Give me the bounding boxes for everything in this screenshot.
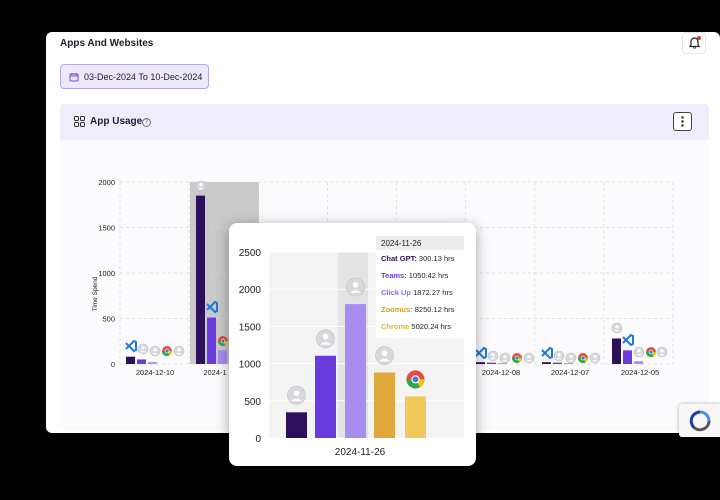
notification-button[interactable]: [682, 32, 706, 54]
avatar-head: [352, 281, 359, 288]
bar-chat-gpt: [286, 412, 307, 438]
tooltip-app-name: Zoomus:: [381, 305, 413, 314]
tooltip-row: Teams: 1050.42 hrs: [376, 267, 464, 284]
date-range-filter[interactable]: 03-Dec-2024 To 10-Dec-2024: [60, 64, 209, 89]
y-tick-label: 2000: [239, 285, 262, 296]
y-tick-label: 0: [255, 434, 261, 445]
recaptcha-icon: [689, 410, 710, 431]
avatar-icon: [316, 329, 335, 349]
grid-icon: [74, 116, 85, 127]
x-tick-label: 2024-11-26: [335, 447, 386, 458]
avatar-body: [379, 358, 390, 362]
tooltip-app-name: Chat GPT:: [381, 254, 417, 263]
avatar-head: [293, 390, 300, 396]
date-range-label: 03-Dec-2024 To 10-Dec-2024: [84, 71, 203, 82]
avatar-icon: [375, 346, 394, 365]
tooltip-app-value: 5020.24 hrs: [409, 322, 452, 331]
bar-teams: [315, 355, 336, 438]
avatar-body: [320, 341, 331, 345]
bar-zoomus: [374, 372, 395, 438]
app-usage-header: App Usage ?: [60, 104, 709, 140]
avatar-icon: [287, 386, 306, 405]
y-tick-label: 1000: [239, 360, 262, 371]
y-tick-label: 2500: [239, 248, 262, 259]
panel-menu-button[interactable]: [673, 112, 692, 131]
bar-tooltip: 2024-11-26 Chat GPT: 300.13 hrs Teams: 10…: [376, 236, 464, 338]
avatar-body: [350, 290, 361, 293]
y-tick-label: 1500: [239, 322, 262, 333]
help-icon[interactable]: ?: [142, 118, 151, 127]
tooltip-app-name: Click Up: [381, 288, 412, 297]
avatar-head: [381, 350, 388, 357]
bell-icon: [688, 37, 700, 49]
notification-dot: [697, 36, 701, 40]
page-title: Apps And Websites: [60, 38, 154, 49]
bar-click-up: [345, 304, 366, 438]
avatar-icon: [346, 277, 365, 297]
tooltip-app-value: 8250.12 hrs: [412, 305, 455, 314]
chrome-center: [412, 376, 419, 383]
bar-chrome: [405, 396, 426, 438]
tooltip-row: Chat GPT: 300.13 hrs: [376, 250, 464, 267]
tooltip-row: Zoomus: 8250.12 hrs: [376, 301, 464, 318]
y-tick-label: 500: [244, 397, 261, 408]
chrome-icon: [406, 370, 425, 389]
tooltip-row: Click Up 1872.27 hrs: [376, 284, 464, 301]
panel-title: App Usage: [90, 116, 143, 127]
calendar-icon: [69, 72, 79, 81]
tooltip-app-name: Chrome: [381, 322, 410, 331]
tooltip-app-value: 300.13 hrs: [416, 254, 455, 263]
more-vertical-icon: [681, 116, 684, 127]
recaptcha-badge[interactable]: [679, 404, 720, 437]
tooltip-row: Chrome 5020.24 hrs: [376, 318, 464, 335]
avatar-head: [322, 333, 329, 340]
tooltip-date: 2024-11-26: [376, 236, 464, 250]
tooltip-app-value: 1872.27 hrs: [411, 288, 453, 297]
tooltip-app-value: 1050.42 hrs: [406, 271, 449, 280]
avatar-body: [291, 398, 302, 402]
tooltip-app-name: Teams:: [381, 271, 407, 280]
